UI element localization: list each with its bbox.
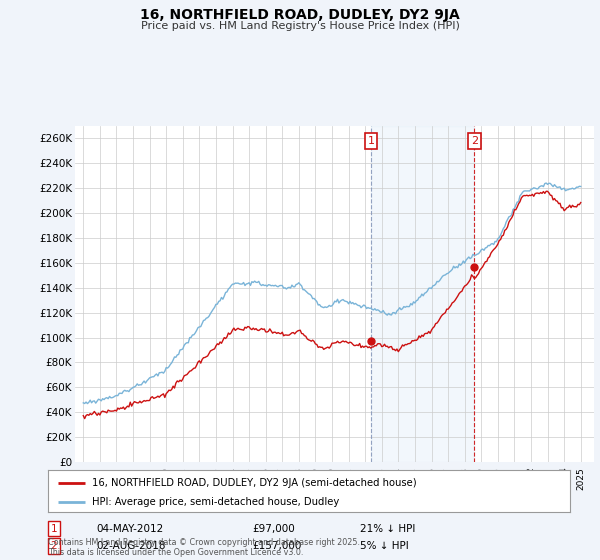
Text: 1: 1 bbox=[367, 136, 374, 146]
Text: 04-MAY-2012: 04-MAY-2012 bbox=[96, 524, 163, 534]
Text: £157,000: £157,000 bbox=[252, 541, 301, 551]
Text: Contains HM Land Registry data © Crown copyright and database right 2025.
This d: Contains HM Land Registry data © Crown c… bbox=[48, 538, 360, 557]
Text: 16, NORTHFIELD ROAD, DUDLEY, DY2 9JA: 16, NORTHFIELD ROAD, DUDLEY, DY2 9JA bbox=[140, 8, 460, 22]
Text: 2: 2 bbox=[471, 136, 478, 146]
Bar bbox=[371, 126, 474, 462]
Text: 21% ↓ HPI: 21% ↓ HPI bbox=[360, 524, 415, 534]
Text: 1: 1 bbox=[50, 524, 58, 534]
Text: HPI: Average price, semi-detached house, Dudley: HPI: Average price, semi-detached house,… bbox=[92, 497, 340, 507]
Text: 02-AUG-2018: 02-AUG-2018 bbox=[96, 541, 166, 551]
Text: 16, NORTHFIELD ROAD, DUDLEY, DY2 9JA (semi-detached house): 16, NORTHFIELD ROAD, DUDLEY, DY2 9JA (se… bbox=[92, 478, 417, 488]
Text: £97,000: £97,000 bbox=[252, 524, 295, 534]
Text: Price paid vs. HM Land Registry's House Price Index (HPI): Price paid vs. HM Land Registry's House … bbox=[140, 21, 460, 31]
Text: 5% ↓ HPI: 5% ↓ HPI bbox=[360, 541, 409, 551]
Text: 2: 2 bbox=[50, 541, 58, 551]
